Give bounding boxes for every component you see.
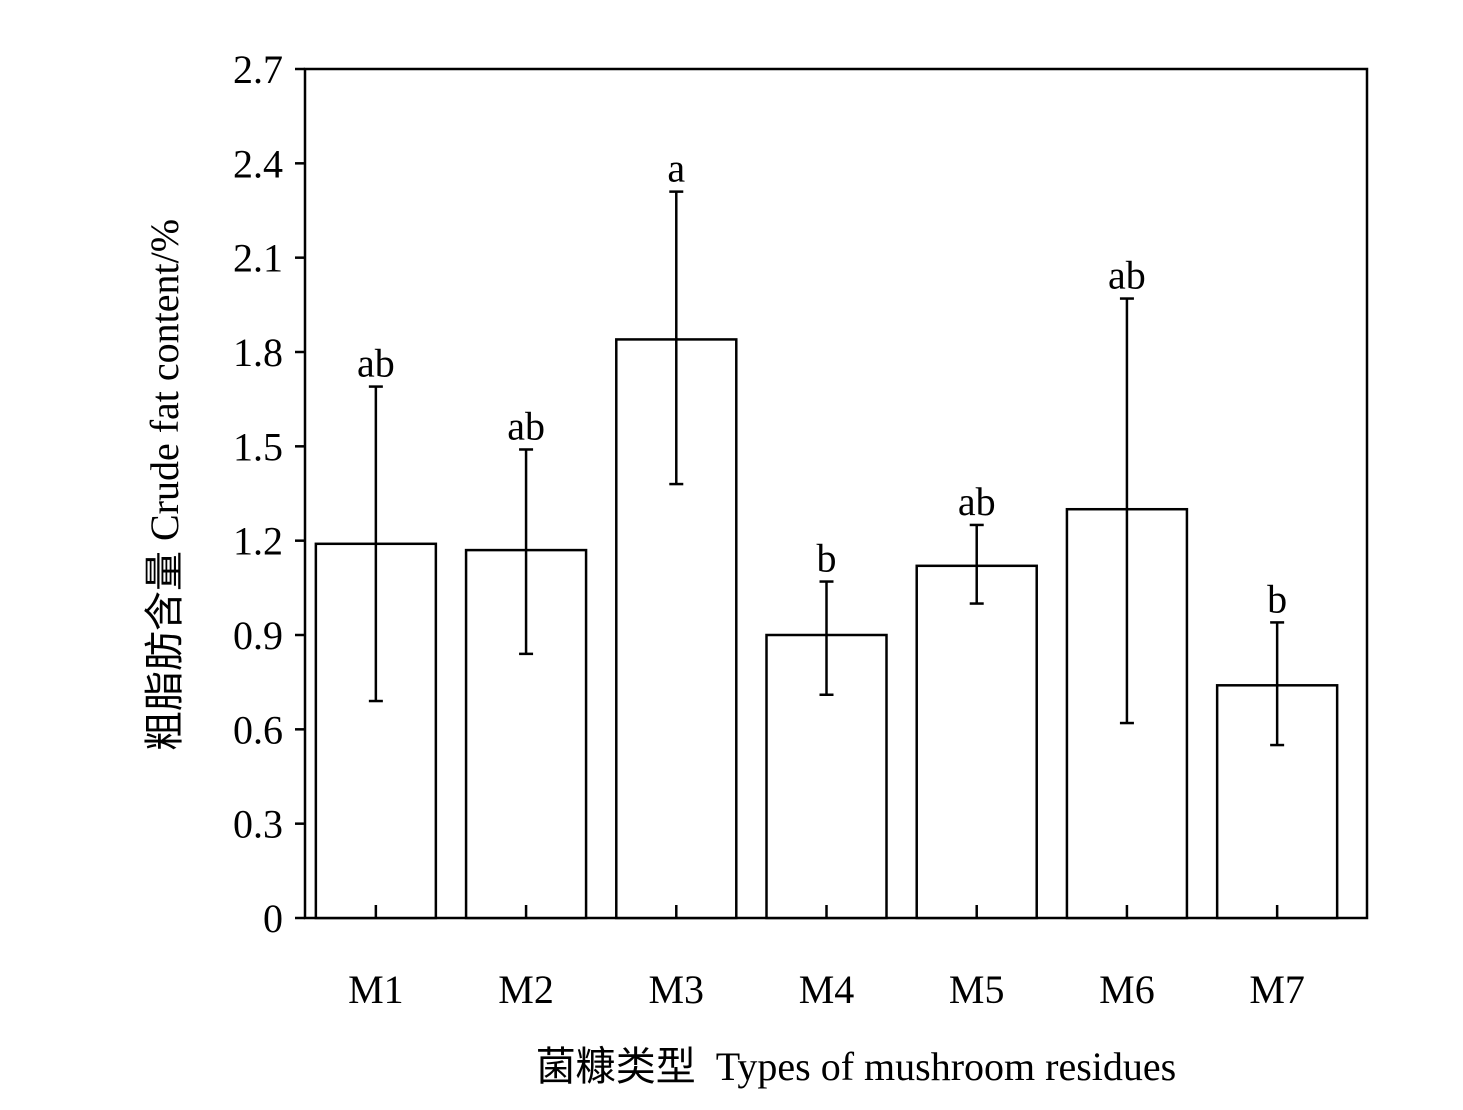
y-tick-label: 1.2 [233, 519, 283, 564]
x-tick-label: M1 [348, 967, 404, 1012]
significance-label: ab [958, 479, 996, 524]
y-axis: 0 0.3 0.6 0.9 1.2 1.5 1.8 2.1 2.4 2.7 [233, 47, 305, 941]
x-tick-label: M4 [799, 967, 855, 1012]
significance-label: ab [357, 341, 395, 386]
bar-M5 [915, 564, 1038, 920]
x-tick-label: M5 [949, 967, 1005, 1012]
y-axis-label: 粗脂肪含量 Crude fat content/% [142, 219, 187, 751]
y-tick-label: 2.1 [233, 236, 283, 281]
y-tick-label: 0.6 [233, 707, 283, 752]
y-tick-label: 1.8 [233, 330, 283, 375]
x-tick-label: M2 [498, 967, 554, 1012]
y-tick-label: 0.3 [233, 802, 283, 847]
y-tick-label: 2.4 [233, 141, 283, 186]
significance-label: b [817, 536, 837, 581]
y-tick-label: 0.9 [233, 613, 283, 658]
x-tick-label: M7 [1249, 967, 1305, 1012]
significance-label: a [667, 146, 685, 191]
significance-label: b [1267, 576, 1287, 621]
y-tick-label: 2.7 [233, 47, 283, 92]
y-tick-label: 0 [263, 896, 283, 941]
x-axis-label: 菌糠类型 Types of mushroom residues [536, 1044, 1176, 1089]
significance-label: ab [1108, 253, 1146, 298]
significance-label: ab [507, 403, 545, 448]
x-axis: M1 M2 M3 M4 M5 M6 M7 [348, 905, 1305, 1012]
x-tick-label: M3 [648, 967, 704, 1012]
x-tick-label: M6 [1099, 967, 1155, 1012]
y-tick-label: 1.5 [233, 424, 283, 469]
